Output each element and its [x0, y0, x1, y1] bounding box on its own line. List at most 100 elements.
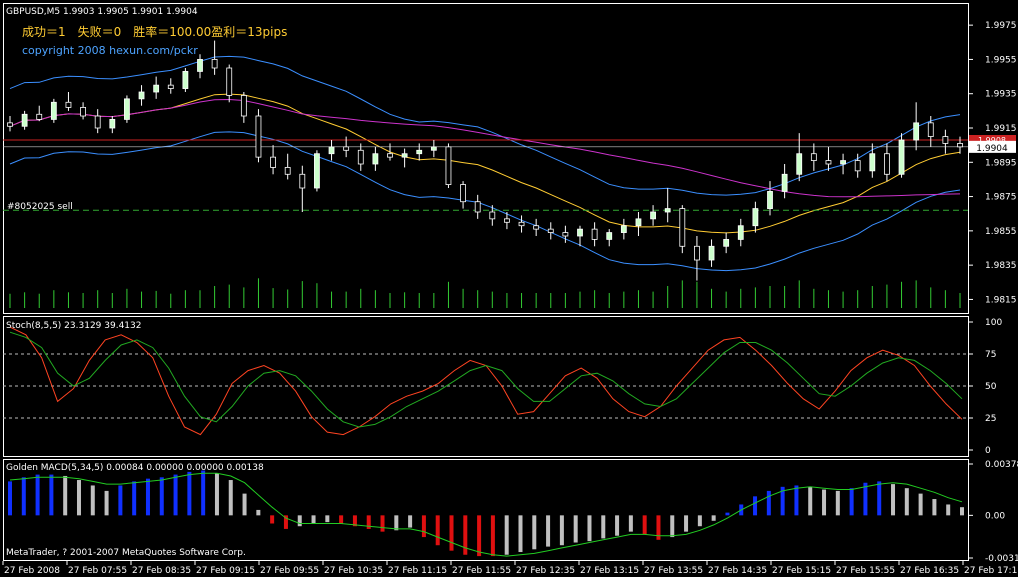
price-tick-label: 1.9975	[985, 21, 1017, 31]
stoch-tick-label: 25	[985, 414, 996, 424]
candle-body	[547, 228, 554, 233]
time-tick-label: 27 Feb 10:35	[324, 566, 383, 576]
macd-histogram-bar	[946, 504, 951, 516]
macd-pane: 0.00378 0.00 -0.00314	[8, 460, 1018, 564]
macd-header: Golden MACD(5,34,5) 0.00084 0.00000 0.00…	[6, 463, 264, 473]
candle-body	[869, 153, 876, 172]
macd-histogram-bar	[477, 515, 482, 557]
macd-histogram-bar	[8, 481, 12, 516]
price-tick-label: 1.9815	[985, 295, 1017, 305]
macd-histogram-bar	[780, 486, 785, 516]
candle-body	[36, 113, 43, 120]
candle-body	[825, 160, 832, 165]
candle-body	[650, 211, 656, 220]
macd-histogram-bar	[435, 515, 440, 546]
current-price-marker-label: 1.9904	[976, 144, 1008, 154]
macd-histogram-bar	[670, 515, 675, 538]
candle-body	[679, 208, 686, 247]
macd-histogram-bar	[173, 474, 178, 516]
macd-histogram-bar	[408, 515, 413, 528]
macd-histogram-bar	[546, 515, 551, 547]
candle-body	[7, 122, 13, 127]
macd-histogram-bar	[366, 515, 371, 529]
macd-histogram-bar	[49, 474, 54, 516]
candle-body	[562, 232, 569, 237]
macd-histogram-bar	[711, 515, 716, 521]
macd-histogram-bar	[352, 515, 357, 527]
stoch-tick-label: 75	[985, 350, 996, 360]
candle-body	[416, 149, 423, 155]
macd-histogram-bar	[339, 515, 344, 524]
candle-body	[197, 59, 203, 72]
macd-histogram-bar	[573, 515, 578, 543]
candle-body	[620, 225, 627, 233]
macd-histogram-bar	[270, 515, 275, 524]
candle-body	[21, 113, 28, 127]
candle-body	[957, 143, 963, 148]
macd-histogram-bar	[518, 515, 523, 553]
macd-histogram-bar	[228, 480, 233, 516]
candle-body	[314, 153, 320, 189]
candle-body	[694, 245, 700, 261]
time-tick-label: 27 Feb 16:35	[900, 566, 959, 576]
macd-histogram-bar	[753, 496, 758, 516]
candle-body	[489, 211, 496, 220]
macd-histogram-bar	[104, 490, 109, 516]
candle-body	[504, 218, 510, 223]
time-tick-label: 27 Feb 14:35	[708, 566, 767, 576]
candle-body	[474, 201, 481, 213]
moving-average-line	[9, 93, 961, 234]
macd-histogram-bar	[283, 515, 288, 529]
time-tick-label: 27 Feb 2008	[4, 566, 60, 576]
macd-histogram-bar	[449, 515, 454, 551]
candle-body	[796, 153, 803, 175]
candle-body	[445, 146, 452, 185]
macd-tick-label: -0.00314	[985, 554, 1018, 564]
stats-line: 成功＝1 失败＝0 胜率＝100.00盈利＝13pips	[22, 24, 287, 39]
macd-histogram-bar	[63, 475, 68, 516]
macd-histogram-bar	[628, 515, 633, 532]
stoch-tick-label: 50	[985, 382, 997, 392]
current-price-marker	[969, 140, 1016, 153]
candle-body	[708, 245, 715, 261]
red-level-marker-label: 1.9908	[978, 136, 1006, 145]
copyright-text: copyright 2008 hexun.com/pckr	[22, 44, 198, 57]
time-tick-label: 27 Feb 17:15	[964, 566, 1018, 576]
stoch-header: Stoch(8,5,5) 23.3129 39.4132	[6, 321, 141, 331]
macd-histogram-bar	[808, 486, 813, 516]
macd-histogram-bar	[684, 515, 689, 532]
candle-body	[240, 95, 247, 117]
price-pane: 1.9975 1.9955 1.9935 1.9915 1.9895 1.9875 1.98…	[3, 21, 1017, 308]
time-tick-label: 27 Feb 13:55	[644, 566, 703, 576]
macd-tick-label: 0.00	[985, 511, 1005, 521]
candle-body	[927, 122, 934, 137]
pane-frame	[3, 3, 969, 314]
candle-body	[167, 84, 174, 89]
macd-histogram-bar	[463, 515, 468, 555]
macd-histogram-bar	[891, 484, 896, 516]
macd-histogram-bar	[159, 477, 164, 516]
candle-body	[65, 101, 72, 108]
time-tick-label: 27 Feb 12:35	[516, 566, 575, 576]
candle-body	[898, 139, 905, 175]
macd-histogram-bar	[877, 481, 882, 516]
macd-histogram-bar	[822, 489, 827, 516]
macd-histogram-bar	[656, 515, 661, 540]
candle-body	[810, 153, 817, 161]
candle-body	[109, 119, 116, 129]
macd-histogram-bar	[725, 512, 730, 516]
macd-histogram-bar	[904, 488, 909, 516]
macd-histogram-bar	[504, 515, 509, 555]
candle-body	[372, 153, 379, 165]
macd-histogram-bar	[311, 515, 316, 524]
candle-body	[299, 173, 306, 189]
macd-histogram-bar	[849, 488, 854, 516]
time-tick-label: 27 Feb 11:15	[388, 566, 447, 576]
macd-histogram-bar	[766, 490, 771, 516]
stoch-tick-label: 100	[985, 318, 1002, 328]
time-axis: 27 Feb 2008 27 Feb 07:55 27 Feb 08:35 27 Fe…	[2, 561, 1018, 576]
stoch-signal-line	[9, 331, 963, 428]
macd-signal-line	[9, 472, 963, 557]
macd-histogram-bar	[532, 515, 537, 550]
red-level-marker	[969, 135, 1016, 145]
